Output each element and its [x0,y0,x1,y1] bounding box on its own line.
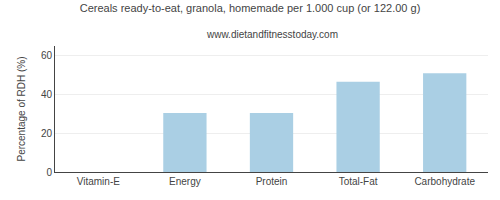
svg-text:Carbohydrate: Carbohydrate [414,176,475,187]
svg-text:0: 0 [46,167,52,178]
svg-text:Protein: Protein [256,176,288,187]
svg-text:Total-Fat: Total-Fat [339,176,378,187]
svg-text:40: 40 [41,89,53,100]
svg-text:Vitamin-E: Vitamin-E [77,176,120,187]
svg-text:www.dietandfitnesstoday.com: www.dietandfitnesstoday.com [206,29,338,40]
svg-text:Cereals ready-to-eat, granola,: Cereals ready-to-eat, granola, homemade … [80,2,421,14]
svg-text:60: 60 [41,50,53,61]
svg-text:Percentage of RDH (%): Percentage of RDH (%) [16,56,27,161]
svg-text:Energy: Energy [169,176,201,187]
svg-text:20: 20 [41,128,53,139]
